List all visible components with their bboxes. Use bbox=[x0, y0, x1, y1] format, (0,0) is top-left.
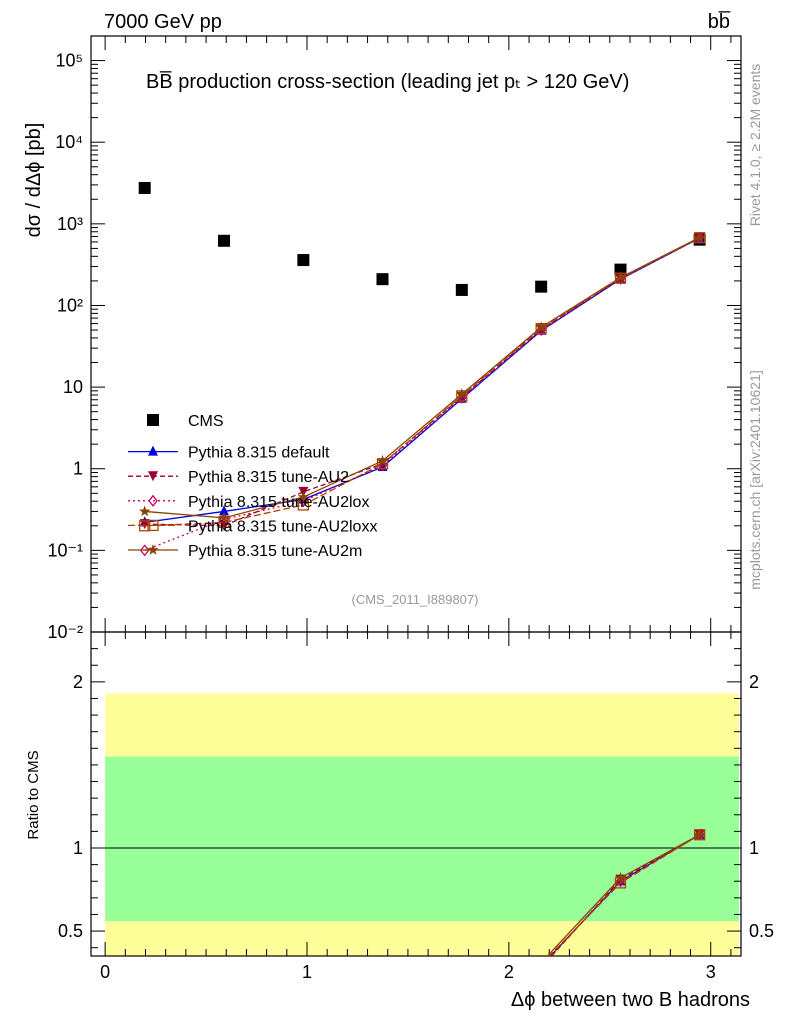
data-point-au2m bbox=[376, 454, 389, 466]
legend-marker-default bbox=[148, 445, 158, 456]
legend-marker-au2 bbox=[148, 471, 158, 482]
data-point-au2m bbox=[456, 388, 468, 399]
y-tick-label: 10⁵ bbox=[56, 51, 83, 71]
x-tick-label: 1 bbox=[302, 962, 312, 982]
ratio-plot-frame bbox=[90, 631, 742, 957]
x-tick-label: 2 bbox=[504, 962, 514, 982]
energy-label: 7000 GeV pp bbox=[104, 11, 222, 33]
y-tick-label: 10⁴ bbox=[55, 132, 83, 152]
rivet-label: Rivet 4.1.0, ≥ 2.2M events bbox=[747, 64, 763, 227]
data-point-cms bbox=[218, 234, 231, 247]
legend-marker-au2m bbox=[147, 544, 159, 555]
legend: CMS Pythia 8.315 default Pythia 8.315 tune… bbox=[128, 413, 377, 560]
y-tick-label: 10⁻¹ bbox=[47, 540, 83, 560]
process-label: bb̅ bbox=[708, 10, 731, 33]
ratio-point-au2lox bbox=[615, 875, 626, 888]
ratio-y-tick-label-right: 0.5 bbox=[749, 921, 774, 941]
data-point-au2lox bbox=[139, 544, 150, 557]
ratio-line-au2lox bbox=[549, 834, 700, 956]
ratio-y-tick-label: 0.5 bbox=[58, 921, 83, 941]
x-tick-label: 0 bbox=[100, 962, 110, 982]
x-tick-label: 3 bbox=[706, 962, 716, 982]
data-point-au2m bbox=[614, 271, 627, 283]
y-tick-label: 10⁻² bbox=[47, 622, 83, 642]
legend-label-au2lox: Pythia 8.315 tune-AU2lox bbox=[188, 494, 369, 511]
ratio-series-layer bbox=[535, 828, 706, 973]
ratio-point-au2m bbox=[614, 871, 627, 883]
ratio-point-au2lox bbox=[537, 961, 545, 971]
data-point-cms bbox=[455, 283, 468, 296]
y-tick-label: 10 bbox=[63, 377, 83, 397]
ratio-y-tick-label: 2 bbox=[73, 672, 83, 692]
legend-marker-au2loxx bbox=[147, 519, 159, 532]
y-tick-label: 1 bbox=[73, 459, 83, 479]
data-point-au2lox bbox=[536, 324, 546, 337]
series-line-au2m bbox=[144, 236, 700, 519]
legend-label-au2: Pythia 8.315 tune-AU2 bbox=[188, 469, 349, 486]
main-axis-ticks: 10⁻² 10⁻¹ 1 10 10² 10³ 10⁴ 10⁵ bbox=[47, 35, 741, 642]
ratio-y-tick-label-right: 2 bbox=[749, 672, 759, 692]
ratio-point-default bbox=[536, 960, 546, 970]
ratio-point-au2 bbox=[536, 963, 546, 973]
ratio-y-axis-label: Ratio to CMS bbox=[25, 750, 42, 839]
data-point-cms bbox=[138, 181, 151, 194]
legend-marker-au2lox bbox=[148, 494, 158, 507]
data-point-cms bbox=[376, 273, 389, 286]
ratio-series-group bbox=[535, 828, 706, 973]
main-y-axis-label: dσ / dΔϕ [pb] bbox=[23, 123, 45, 238]
uncertainty-band-outer-low bbox=[105, 949, 739, 956]
analysis-watermark: (CMS_2011_I889807) bbox=[352, 592, 479, 607]
legend-label-au2loxx: Pythia 8.315 tune-AU2loxx bbox=[188, 518, 377, 535]
data-point-au2m bbox=[693, 231, 706, 243]
uncertainty-band-inner bbox=[105, 756, 739, 922]
main-series-layer bbox=[138, 181, 706, 557]
legend-marker-cms bbox=[147, 414, 159, 426]
data-point-au2m bbox=[218, 511, 230, 523]
y-tick-label: 10² bbox=[57, 295, 83, 315]
legend-label-cms: CMS bbox=[188, 413, 224, 430]
data-point-cms bbox=[535, 280, 548, 293]
data-point-au2m bbox=[139, 505, 151, 517]
data-point-au2 bbox=[139, 519, 150, 530]
data-point-au2m bbox=[535, 321, 547, 333]
x-axis-label: Δϕ between two B hadrons bbox=[511, 989, 750, 1011]
data-point-au2loxx bbox=[297, 499, 310, 511]
data-point-au2 bbox=[219, 520, 230, 531]
y-tick-label: 10³ bbox=[57, 214, 83, 234]
ratio-line-au2loxx bbox=[548, 834, 700, 956]
mcplots-label: mcplots.cern.ch [arXiv:2401.10621] bbox=[747, 370, 763, 589]
data-point-au2m bbox=[297, 491, 310, 502]
ratio-point-au2m bbox=[693, 828, 706, 840]
ratio-axis-ticks: 0 1 2 3 0.5 0.5 1 1 2 2 bbox=[58, 632, 774, 982]
ratio-point-au2m bbox=[535, 957, 547, 968]
legend-label-default: Pythia 8.315 default bbox=[188, 445, 330, 462]
main-title: BB̅ production cross-section (leading je… bbox=[146, 70, 629, 93]
ratio-y-tick-label: 1 bbox=[73, 838, 83, 858]
data-point-default bbox=[219, 505, 230, 516]
ratio-point-au2loxx bbox=[536, 959, 546, 969]
data-point-cms bbox=[297, 254, 310, 267]
series-line-au2lox bbox=[144, 237, 700, 551]
ratio-y-tick-label-right: 1 bbox=[749, 838, 759, 858]
ratio-bands bbox=[91, 693, 741, 956]
legend-label-au2m: Pythia 8.315 tune-AU2m bbox=[188, 543, 362, 560]
